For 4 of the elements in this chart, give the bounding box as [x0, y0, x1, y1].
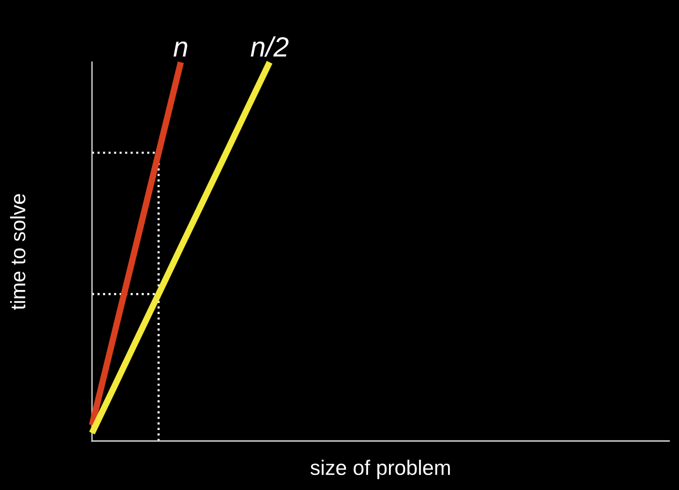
series-label: n/2 [250, 36, 288, 57]
series-label: n [174, 42, 188, 56]
y-axis-title: time to solve [10, 194, 26, 310]
x-axis-title: size of problem [310, 460, 450, 480]
